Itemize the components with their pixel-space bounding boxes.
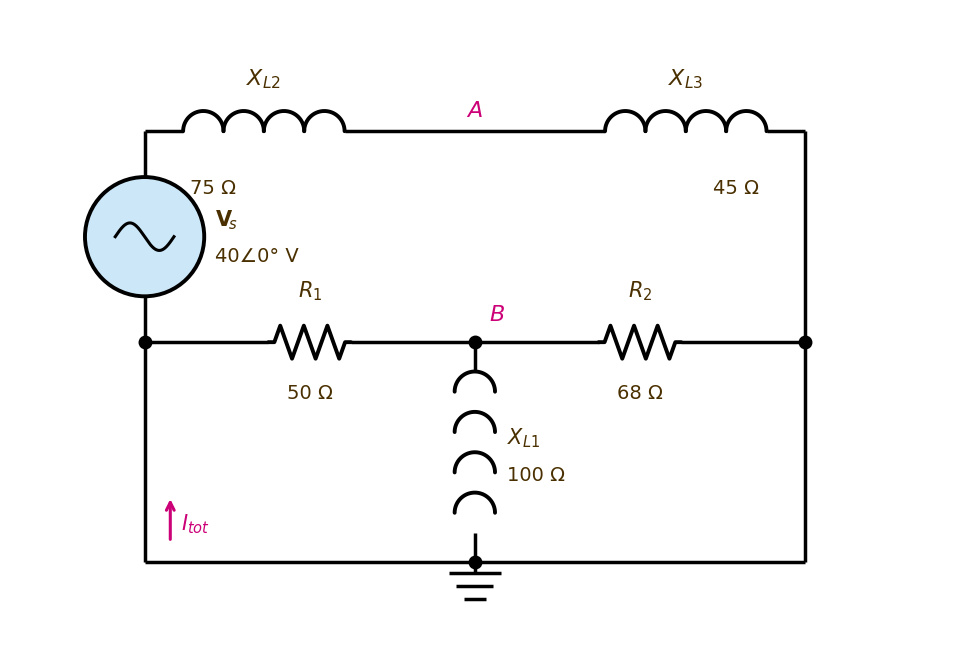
Text: $R_2$: $R_2$ [628, 279, 652, 303]
Text: $\mathbf{V}_{\!s}$: $\mathbf{V}_{\!s}$ [215, 208, 238, 232]
Text: 75 Ω: 75 Ω [191, 179, 236, 198]
Text: 45 Ω: 45 Ω [713, 179, 759, 198]
Text: 68 Ω: 68 Ω [617, 384, 663, 404]
Text: $X_{L3}$: $X_{L3}$ [668, 67, 704, 91]
Text: 100 Ω: 100 Ω [507, 466, 565, 485]
Text: $X_{L2}$: $X_{L2}$ [246, 67, 282, 91]
Text: $X_{L1}$: $X_{L1}$ [507, 427, 540, 450]
Circle shape [85, 177, 204, 296]
Text: $I_{tot}$: $I_{tot}$ [181, 512, 210, 535]
Text: 50 Ω: 50 Ω [287, 384, 333, 404]
Text: $B$: $B$ [489, 304, 504, 326]
Text: $R_1$: $R_1$ [297, 279, 322, 303]
Text: 40∠0° V: 40∠0° V [215, 247, 299, 266]
Text: $A$: $A$ [467, 100, 483, 122]
